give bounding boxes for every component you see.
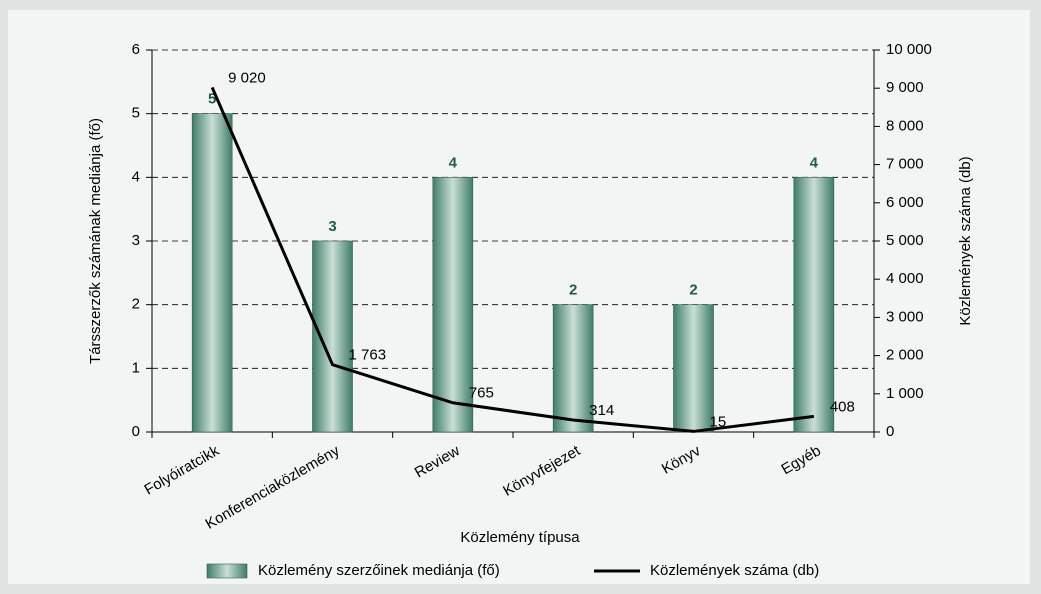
y-tick-label: 3	[132, 232, 140, 249]
line-label: 1 763	[349, 347, 387, 364]
bar	[312, 240, 353, 433]
legend-label: Közlemény szerzőinek mediánja (fő)	[258, 562, 500, 579]
bar	[191, 113, 233, 433]
y-tick-label: 1	[132, 359, 140, 376]
y2-tick-label: 2 000	[886, 347, 924, 364]
bar-label: 5	[208, 91, 216, 108]
y2-tick-label: 6 000	[886, 194, 924, 211]
y-tick-label: 6	[132, 41, 140, 58]
bar-label: 3	[328, 218, 336, 235]
y-axis-title: Társszerzők számának mediánja (fő)	[87, 118, 104, 364]
y-tick-label: 5	[132, 105, 140, 122]
y2-axis-title: Közlemények száma (db)	[957, 156, 974, 325]
bar-label: 4	[810, 154, 819, 171]
line-label: 314	[589, 402, 614, 419]
line-label: 15	[710, 413, 727, 430]
bar-label: 4	[449, 154, 458, 171]
bar-label: 2	[569, 282, 577, 299]
x-axis-title: Közlemény típusa	[460, 529, 580, 546]
line-label: 9 020	[228, 69, 266, 86]
y2-tick-label: 7 000	[886, 156, 924, 173]
legend-label: Közlemények száma (db)	[650, 562, 819, 579]
line	[210, 86, 815, 433]
y2-tick-label: 10 000	[886, 41, 932, 58]
bar	[793, 177, 835, 433]
y2-tick-label: 3 000	[886, 308, 924, 325]
bar-label: 2	[689, 282, 697, 299]
y2-tick-label: 5 000	[886, 232, 924, 249]
y-tick-label: 4	[132, 168, 140, 185]
y2-tick-label: 9 000	[886, 79, 924, 96]
bar	[432, 177, 474, 433]
legend-swatch	[206, 563, 248, 579]
bar	[673, 304, 714, 433]
y-tick-label: 0	[132, 423, 140, 440]
y2-tick-label: 4 000	[886, 270, 924, 287]
line-label: 765	[469, 385, 494, 402]
y2-tick-label: 1 000	[886, 385, 924, 402]
panel	[8, 10, 1030, 584]
y2-tick-label: 8 000	[886, 117, 924, 134]
line-label: 408	[830, 398, 855, 415]
y2-tick-label: 0	[886, 423, 894, 440]
y-tick-label: 2	[132, 296, 140, 313]
bar	[552, 304, 594, 433]
